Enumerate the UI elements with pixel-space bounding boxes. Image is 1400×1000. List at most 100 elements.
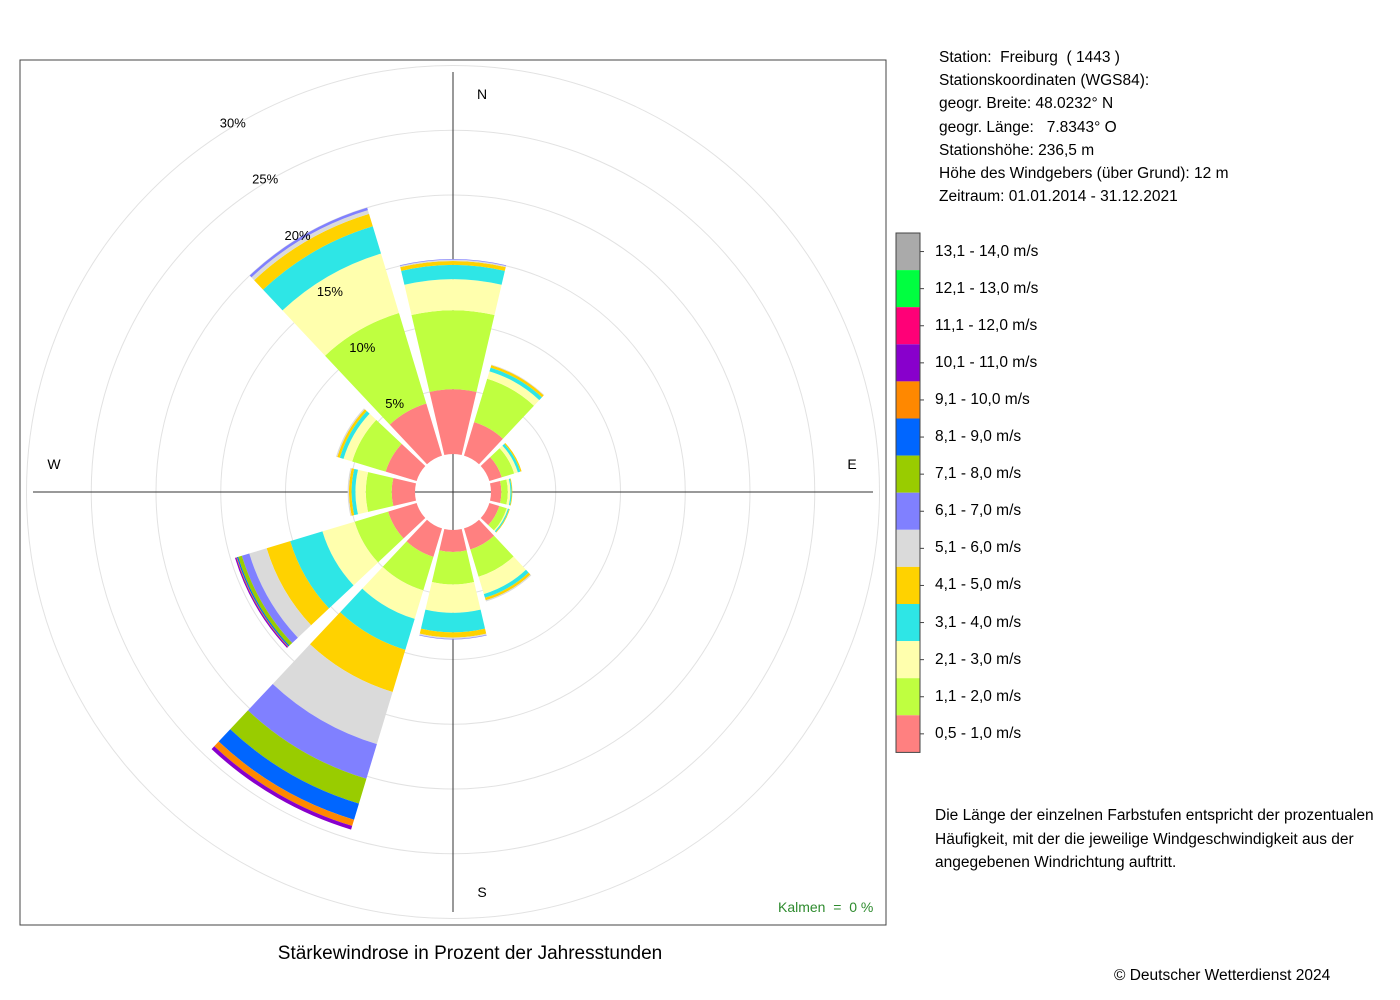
legend-frame bbox=[895, 232, 921, 753]
bar-segment bbox=[420, 609, 486, 633]
bar-segment bbox=[249, 548, 312, 638]
bar-segment bbox=[282, 253, 399, 356]
bar-segment bbox=[470, 535, 514, 577]
legend-swatch bbox=[896, 715, 920, 753]
sector-210 bbox=[211, 519, 443, 830]
bar-segment bbox=[262, 226, 382, 311]
sector-330 bbox=[249, 207, 443, 465]
bar-segment bbox=[419, 633, 487, 639]
radial-tick-label: 15% bbox=[317, 284, 343, 299]
bar-segment bbox=[429, 389, 477, 456]
plot-area bbox=[26, 65, 880, 919]
legend-label: 13,1 - 14,0 m/s bbox=[935, 242, 1039, 260]
bar-segment bbox=[487, 371, 540, 406]
legend-swatch bbox=[896, 344, 920, 382]
bar-segment bbox=[506, 478, 511, 506]
bar-segment bbox=[425, 581, 481, 613]
bar-segment bbox=[500, 479, 508, 505]
legend-swatch bbox=[896, 307, 920, 345]
sector-120 bbox=[480, 502, 510, 533]
sector-270 bbox=[347, 467, 417, 517]
bar-segment bbox=[352, 419, 402, 472]
radial-tick-label: 5% bbox=[385, 396, 404, 411]
legend-label: 5,1 - 6,0 m/s bbox=[935, 539, 1022, 557]
bar-segment bbox=[339, 411, 370, 459]
bar-segment bbox=[411, 310, 495, 392]
explanation-note: Die Länge der einzelnen Farbstufen entsp… bbox=[935, 804, 1395, 875]
legend-label: 8,1 - 9,0 m/s bbox=[935, 428, 1022, 446]
bar-segment bbox=[325, 313, 427, 425]
legend-label: 3,1 - 4,0 m/s bbox=[935, 613, 1022, 631]
legend-swatch bbox=[896, 492, 920, 530]
bar-segment bbox=[480, 502, 500, 526]
legend-label: 6,1 - 7,0 m/s bbox=[935, 502, 1022, 520]
legend-label: 11,1 - 12,0 m/s bbox=[935, 316, 1038, 334]
legend-swatch bbox=[896, 233, 920, 271]
bar-segment bbox=[214, 741, 355, 826]
station-elevation: Stationshöhe: 236,5 m bbox=[939, 141, 1095, 159]
bar-segment bbox=[490, 365, 544, 398]
time-period: Zeitraum: 01.01.2014 - 31.12.2021 bbox=[939, 188, 1178, 206]
sector-30 bbox=[463, 364, 545, 465]
bar-segment bbox=[362, 566, 424, 619]
chart-title: Stärkewindrose in Prozent der Jahresstun… bbox=[277, 943, 663, 964]
bar-segment bbox=[340, 588, 415, 650]
sector-240 bbox=[235, 502, 426, 648]
compass-label-s: S bbox=[477, 884, 486, 900]
note-line-3: angegebenen Windrichtung auftritt. bbox=[935, 854, 1177, 871]
bar-segment bbox=[489, 480, 502, 504]
legend-label: 7,1 - 8,0 m/s bbox=[935, 465, 1022, 483]
bar-segment bbox=[490, 448, 515, 478]
bar-segment bbox=[348, 468, 355, 516]
sector-90 bbox=[489, 478, 513, 506]
bar-segment bbox=[351, 468, 359, 516]
legend-label: 10,1 - 11,0 m/s bbox=[935, 353, 1038, 371]
bar-segment bbox=[388, 502, 426, 539]
bar-segment bbox=[483, 569, 529, 598]
legend-label: 4,1 - 5,0 m/s bbox=[935, 576, 1022, 594]
bar-segment bbox=[404, 279, 502, 316]
bar-segment bbox=[502, 443, 521, 473]
bar-segment bbox=[238, 555, 293, 646]
station-name: Station: Freiburg ( 1443 ) bbox=[939, 49, 1120, 66]
bar-segment bbox=[474, 378, 534, 439]
legend-label: 2,1 - 3,0 m/s bbox=[935, 650, 1022, 668]
compass-label-w: W bbox=[47, 456, 61, 472]
legend-swatch bbox=[896, 678, 920, 716]
legend-label: 1,1 - 2,0 m/s bbox=[935, 687, 1022, 705]
bar-segment bbox=[309, 612, 406, 693]
compass-label-e: E bbox=[847, 456, 856, 472]
bar-segment bbox=[485, 574, 532, 602]
bar-segment bbox=[355, 469, 369, 515]
bar-segment bbox=[400, 261, 506, 271]
legend-swatch bbox=[896, 455, 920, 493]
radial-tick-label: 25% bbox=[252, 172, 278, 187]
bar-segment bbox=[406, 519, 443, 557]
longitude: geogr. Länge: 7.8343° O bbox=[939, 118, 1117, 136]
sensor-height: Höhe des Windgebers (über Grund): 12 m bbox=[939, 165, 1229, 183]
legend bbox=[895, 232, 924, 753]
radial-tick-label: 20% bbox=[284, 228, 310, 243]
bar-segment bbox=[484, 572, 531, 601]
legend-swatch bbox=[896, 641, 920, 679]
bar-segment bbox=[431, 550, 475, 585]
legend-swatch bbox=[896, 604, 920, 642]
copyright: © Deutscher Wetterdienst 2024 bbox=[1114, 967, 1331, 984]
coordinates-heading: Stationskoordinaten (WGS84): bbox=[939, 72, 1150, 90]
bar-segment bbox=[493, 508, 508, 532]
bar-segment bbox=[480, 457, 502, 482]
bar-segment bbox=[347, 467, 352, 517]
grid-circle bbox=[26, 65, 880, 919]
bar-segment bbox=[439, 528, 467, 553]
legend-swatch bbox=[896, 270, 920, 308]
bar-segment bbox=[343, 413, 377, 462]
bar-segment bbox=[399, 259, 507, 266]
radial-tick-label: 30% bbox=[220, 116, 246, 131]
bar-segment bbox=[488, 505, 507, 531]
bar-segment bbox=[382, 541, 434, 591]
legend-label: 0,5 - 1,0 m/s bbox=[935, 724, 1022, 742]
bar-segment bbox=[247, 683, 377, 779]
bar-segment bbox=[290, 531, 354, 609]
plot-frame bbox=[19, 59, 887, 926]
